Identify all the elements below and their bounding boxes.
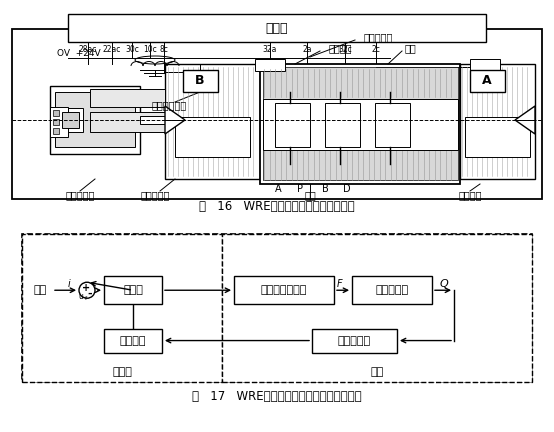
Bar [222, 234, 532, 382]
Text: 32c: 32c [338, 44, 352, 54]
Polygon shape [515, 106, 535, 134]
Text: 阀体: 阀体 [404, 43, 416, 53]
Bar [58, 108, 83, 132]
Bar [53, 128, 59, 134]
Text: 28ac: 28ac [79, 44, 97, 54]
Text: 回位弹簧: 回位弹簧 [458, 190, 482, 200]
Text: 电磁阀线圈: 电磁阀线圈 [363, 32, 393, 42]
Text: 位移传感器: 位移传感器 [338, 336, 371, 346]
Text: 位移传感器: 位移传感器 [65, 190, 95, 200]
Text: Q: Q [440, 279, 448, 289]
Text: 10c: 10c [143, 44, 157, 54]
Text: 控制板: 控制板 [266, 22, 288, 35]
Bar [470, 70, 505, 92]
Text: OV  +24V: OV +24V [57, 50, 101, 58]
Text: D: D [343, 184, 351, 194]
Text: F: F [337, 279, 343, 289]
Text: 2c: 2c [372, 44, 381, 54]
Bar [90, 112, 165, 132]
Bar [22, 234, 222, 382]
Text: 22ac: 22ac [103, 44, 121, 54]
Text: P: P [297, 184, 303, 194]
Text: 阀心: 阀心 [304, 190, 316, 200]
Polygon shape [165, 106, 185, 134]
Bar [465, 117, 530, 157]
Bar [104, 329, 162, 353]
Text: B: B [322, 184, 329, 194]
Bar [50, 107, 68, 137]
Bar [165, 64, 260, 179]
Bar [263, 67, 458, 99]
Bar [325, 103, 360, 147]
Text: 阀体: 阀体 [371, 367, 383, 377]
Text: 控制板: 控制板 [112, 367, 132, 377]
Bar [104, 276, 162, 304]
Text: -: - [88, 288, 93, 298]
Bar [140, 116, 165, 124]
Text: 2a: 2a [302, 44, 312, 54]
Bar [312, 329, 397, 353]
Bar [470, 59, 500, 71]
Bar [90, 89, 165, 107]
Bar [68, 14, 486, 42]
Bar [12, 29, 542, 199]
Text: A: A [482, 74, 492, 88]
Text: B: B [195, 74, 205, 88]
Text: 电磁阀体: 电磁阀体 [329, 43, 352, 53]
Text: 处理器: 处理器 [123, 285, 143, 295]
Bar [53, 110, 59, 116]
Bar [275, 103, 310, 147]
Text: 8c: 8c [160, 44, 168, 54]
Bar [55, 92, 135, 147]
Bar [234, 276, 334, 304]
Text: u: u [79, 292, 84, 301]
Text: 比例调节阀: 比例调节阀 [376, 285, 408, 295]
Bar [263, 99, 458, 150]
Text: 图   16   WRE型液压电磁比例调节阀结构: 图 16 WRE型液压电磁比例调节阀结构 [199, 200, 355, 213]
Text: 电一机械转换器: 电一机械转换器 [261, 285, 307, 295]
Bar [183, 70, 218, 92]
Text: 图   17   WRE型液压电磁比例调节阀控制原理: 图 17 WRE型液压电磁比例调节阀控制原理 [192, 391, 362, 403]
Bar [175, 117, 250, 157]
Bar [263, 150, 458, 180]
Text: f: f [85, 296, 87, 301]
Bar [375, 103, 410, 147]
Bar [352, 276, 432, 304]
Text: +: + [82, 283, 90, 293]
Bar [62, 112, 79, 128]
Bar [50, 86, 140, 154]
Bar [53, 119, 59, 125]
Bar [22, 234, 532, 382]
Text: A: A [275, 184, 281, 194]
Text: 32a: 32a [263, 44, 277, 54]
Text: i: i [68, 279, 70, 289]
Text: 信号转换: 信号转换 [120, 336, 146, 346]
Bar [260, 64, 460, 184]
Bar [460, 64, 535, 179]
Bar [255, 59, 285, 71]
Text: 传感器线圈: 传感器线圈 [140, 190, 170, 200]
Text: 设定: 设定 [33, 285, 47, 295]
Text: 电磁阀接线柱: 电磁阀接线柱 [152, 100, 187, 110]
Text: 30c: 30c [125, 44, 139, 54]
